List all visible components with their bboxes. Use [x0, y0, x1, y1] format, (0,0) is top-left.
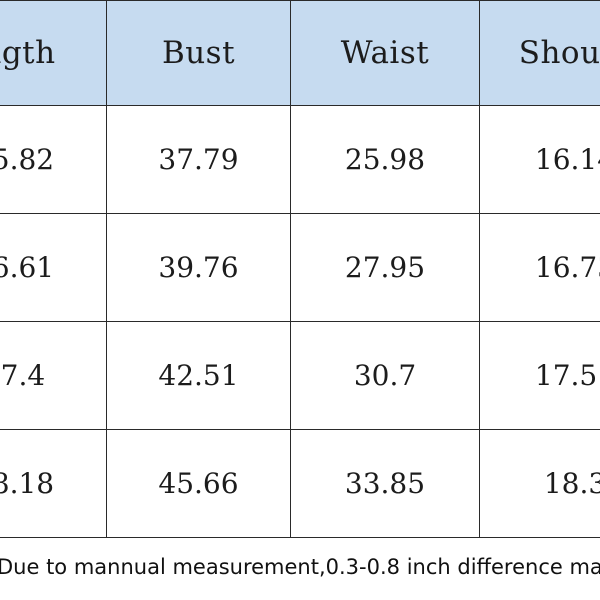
cell-shoulder: 16.73: [479, 213, 600, 322]
cell-bust: 45.66: [106, 429, 291, 538]
header-length: ngth: [0, 0, 107, 106]
cell-shoulder: 18.3: [479, 429, 600, 538]
cell-shoulder: 17.51: [479, 321, 600, 430]
measurement-disclaimer: Due to mannual measurement,0.3-0.8 inch …: [0, 555, 600, 579]
table-header-row: ngth Bust Waist Should: [0, 0, 600, 106]
table-row: .6.61 39.76 27.95 16.73: [0, 213, 600, 322]
cell-bust: 39.76: [106, 213, 291, 322]
table-row: .8.18 45.66 33.85 18.3: [0, 429, 600, 538]
cell-shoulder: 16.14: [479, 105, 600, 214]
cell-waist: 33.85: [290, 429, 480, 538]
header-shoulder: Should: [479, 0, 600, 106]
cell-length: .7.4: [0, 321, 107, 430]
cell-length: .6.61: [0, 213, 107, 322]
cell-bust: 37.79: [106, 105, 291, 214]
cell-bust: 42.51: [106, 321, 291, 430]
cell-length: .8.18: [0, 429, 107, 538]
cell-waist: 25.98: [290, 105, 480, 214]
cell-waist: 30.7: [290, 321, 480, 430]
cell-waist: 27.95: [290, 213, 480, 322]
header-bust: Bust: [106, 0, 291, 106]
table-row: .7.4 42.51 30.7 17.51: [0, 321, 600, 430]
table-row: .5.82 37.79 25.98 16.14: [0, 105, 600, 214]
header-waist: Waist: [290, 0, 480, 106]
size-chart-table: ngth Bust Waist Should .5.82 37.79 25.98…: [0, 0, 600, 538]
cell-length: .5.82: [0, 105, 107, 214]
